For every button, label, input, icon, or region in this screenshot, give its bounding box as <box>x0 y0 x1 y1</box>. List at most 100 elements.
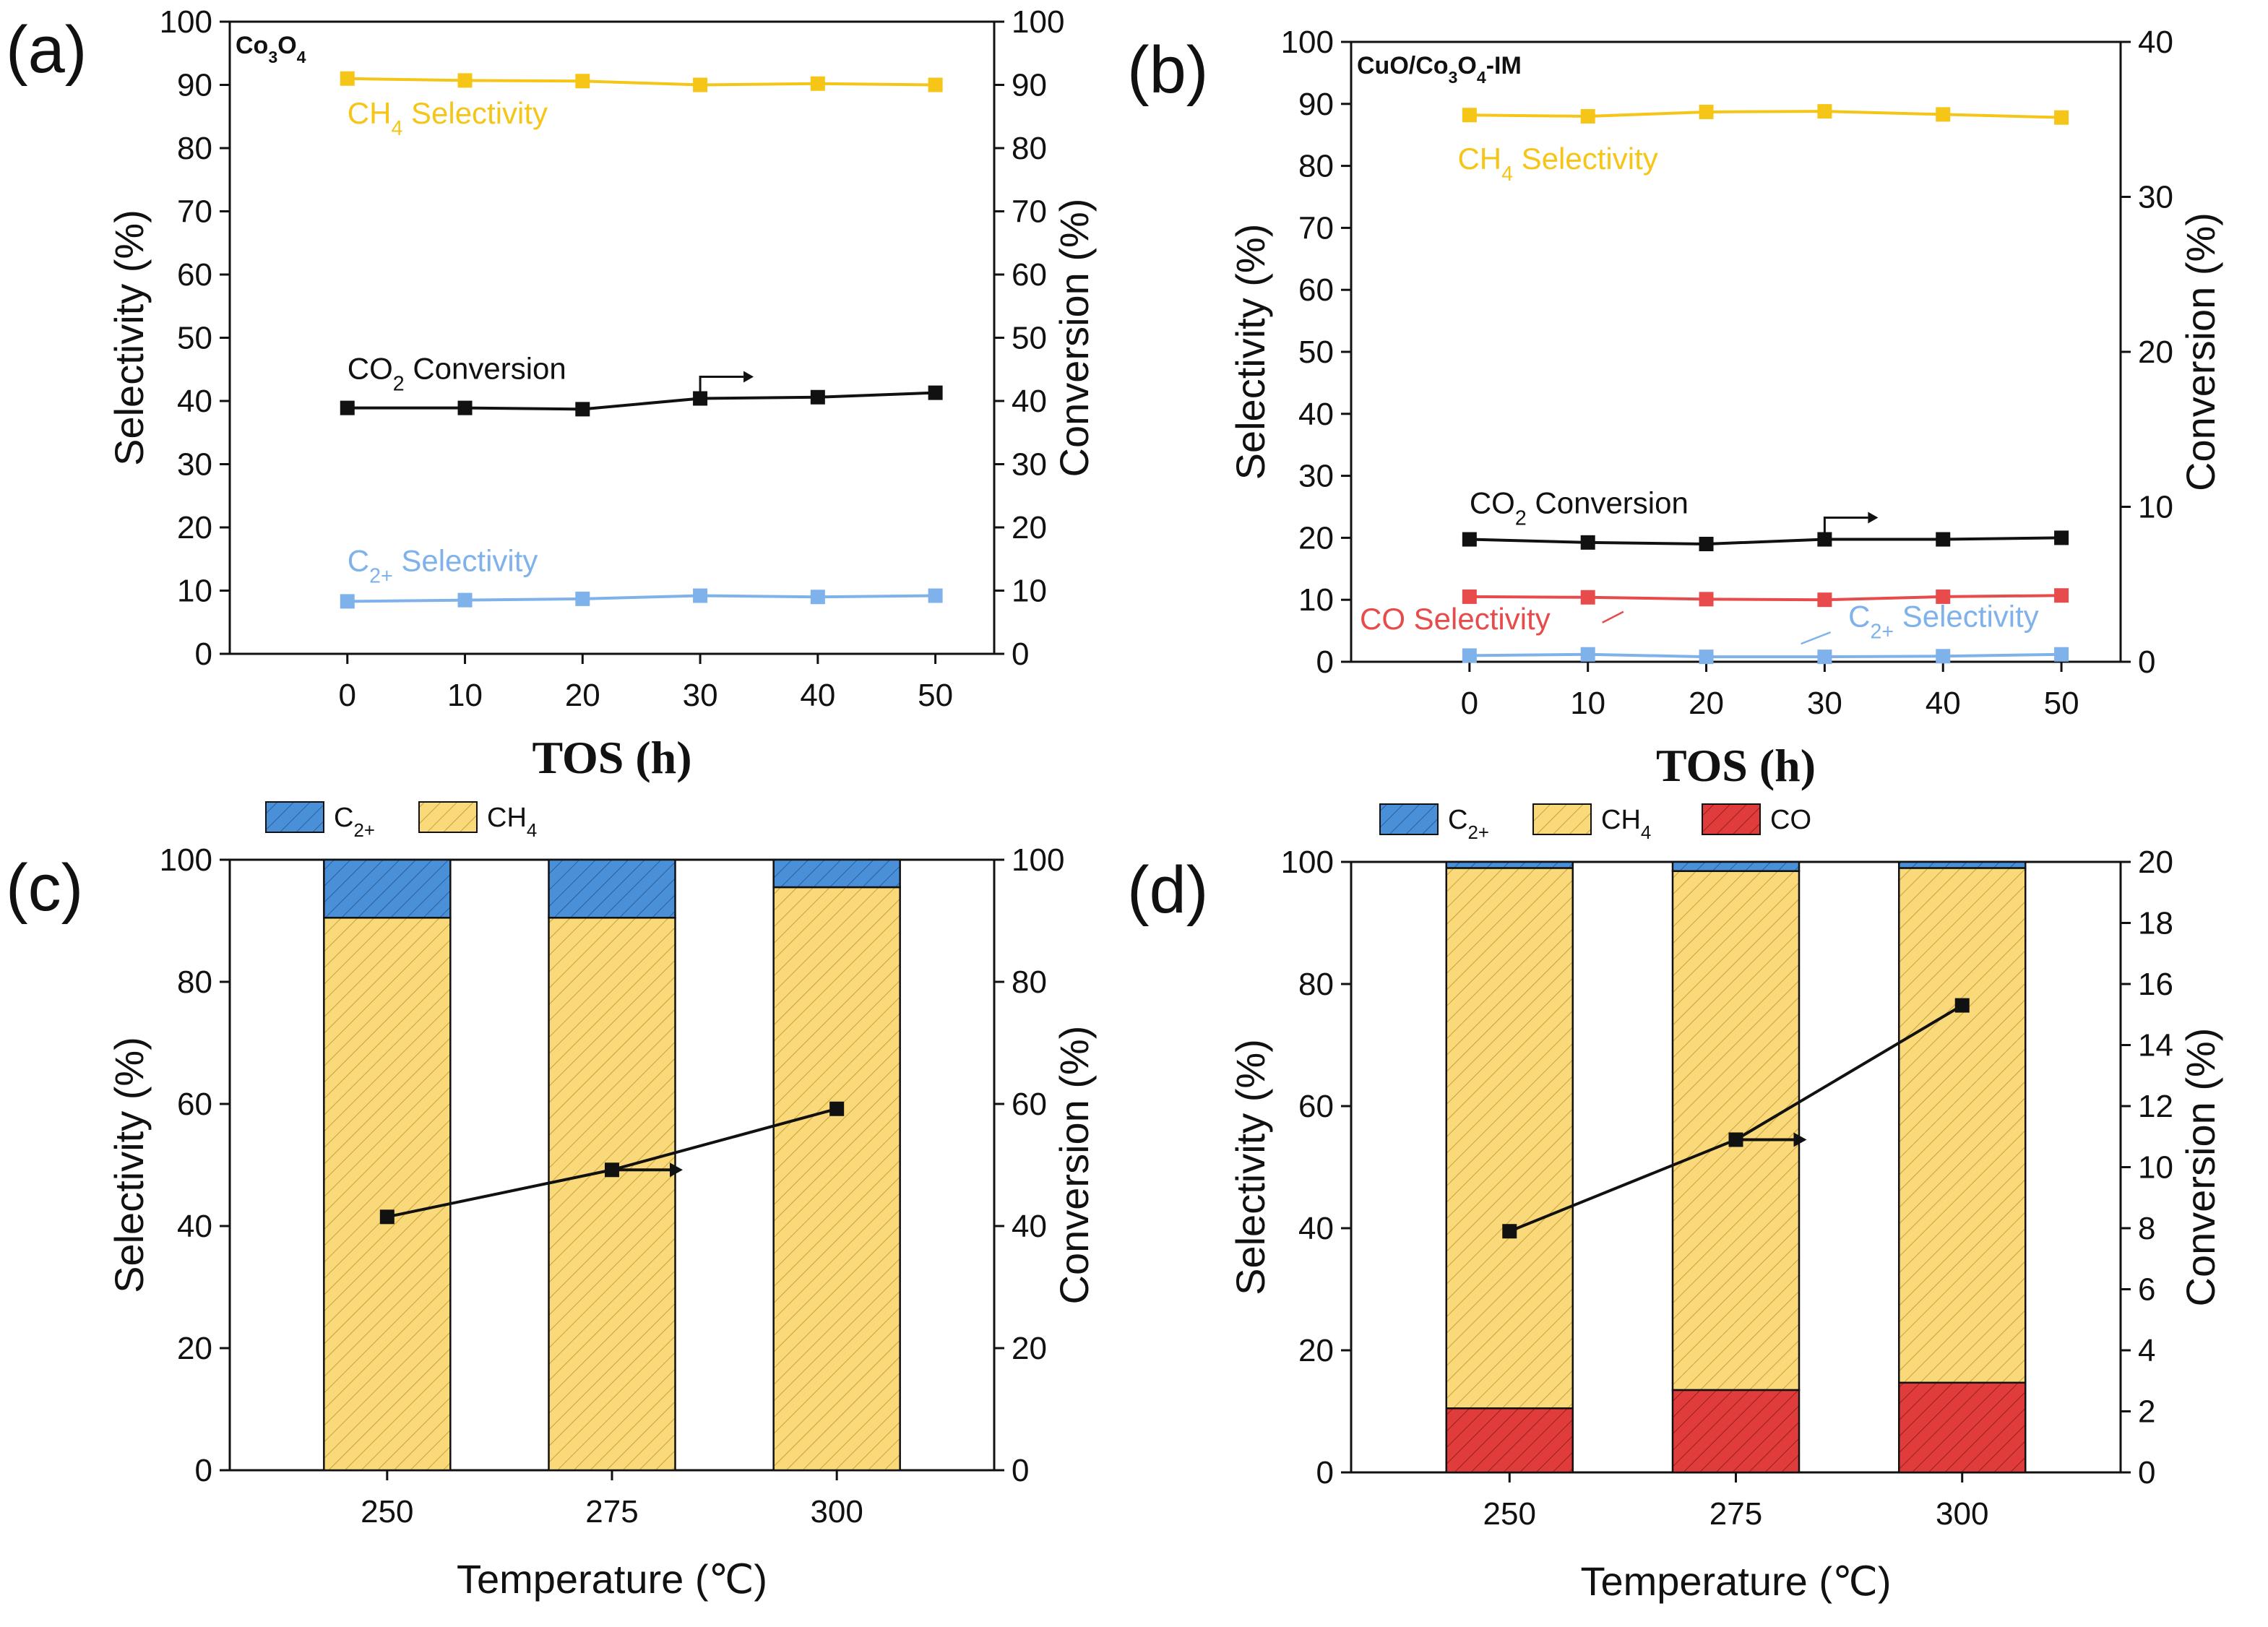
legend-swatch-co <box>1702 803 1761 835</box>
data-point-c2 <box>693 588 708 603</box>
bar-segment-ch4 <box>1445 867 1574 1410</box>
y2-tick-label: 10 <box>1012 574 1047 609</box>
y-tick-label: 20 <box>177 510 212 545</box>
x-axis-label: Temperature (℃) <box>1580 1558 1891 1604</box>
legend-swatch-ch4 <box>418 801 478 833</box>
y2-tick-label: 100 <box>1012 842 1064 878</box>
y2-tick-label: 20 <box>1012 510 1047 545</box>
x-tick-label: 50 <box>918 678 953 713</box>
x-axis-label: TOS (h) <box>532 732 691 783</box>
y-tick-label: 80 <box>1298 149 1334 184</box>
bar-segment-c2 <box>1445 860 1574 869</box>
panel-label: (b) <box>1127 33 1208 107</box>
x-tick-label: 300 <box>1936 1496 1988 1532</box>
y2-tick-label: 8 <box>2138 1211 2155 1246</box>
bar-segment-ch4 <box>772 886 901 1472</box>
data-point-conv <box>1817 532 1832 547</box>
legend-label-co: CO <box>1770 805 1811 835</box>
series-line-c2 <box>347 594 936 603</box>
conversion-point <box>1954 998 1970 1013</box>
legend: C2+ CH4 <box>265 801 537 841</box>
legend-swatch-c2 <box>1379 803 1439 835</box>
y2-tick-label: 40 <box>2138 25 2173 60</box>
series-line-c2 <box>1469 652 2062 659</box>
data-point-c2 <box>1699 649 1714 665</box>
y-tick-label: 60 <box>177 1087 212 1122</box>
x-tick-label: 20 <box>565 678 600 713</box>
y2-tick-label: 20 <box>1012 1331 1047 1366</box>
x-tick-label: 10 <box>447 678 483 713</box>
panel-b: 0102030405060708090100010203040Selectivi… <box>1127 25 2223 791</box>
y2-tick-label: 0 <box>1012 1453 1029 1488</box>
data-point-c2 <box>928 588 943 603</box>
bar-segment-ch4 <box>323 917 452 1472</box>
c2-leader <box>1801 631 1832 645</box>
x-tick-label: 300 <box>810 1494 863 1529</box>
data-point-conv <box>457 400 473 415</box>
x-tick-label: 250 <box>361 1494 413 1529</box>
y-tick-label: 50 <box>1298 335 1334 370</box>
y2-tick-label: 50 <box>1012 321 1047 356</box>
bar-segment-c2 <box>772 858 901 889</box>
data-point-ch4 <box>1936 107 1951 122</box>
y2-tick-label: 0 <box>1012 636 1029 672</box>
data-point-ch4 <box>575 74 590 89</box>
panel-d: 0 20 40 60 80 100 0 2 4 6 8 10 12 14 16 18 20 Selectivity… <box>1127 803 2223 1604</box>
y2-axis-label: Conversion (%) <box>2178 1028 2223 1307</box>
y-tick-label: 20 <box>1298 1333 1334 1368</box>
x-tick-label: 40 <box>800 678 835 713</box>
data-point-co <box>1936 589 1951 604</box>
annotation-conv: CO2 Conversion <box>348 352 566 396</box>
y2-tick-label: 20 <box>2138 845 2173 880</box>
y2-tick-label: 40 <box>1012 1209 1047 1244</box>
y-tick-label: 70 <box>177 194 212 230</box>
y2-tick-label: 100 <box>1012 4 1064 40</box>
data-point-ch4 <box>1462 108 1477 123</box>
data-point-ch4 <box>457 73 473 88</box>
data-point-c2 <box>1936 649 1951 664</box>
y2-tick-label: 80 <box>1012 964 1047 1000</box>
y-tick-label: 60 <box>177 257 212 293</box>
conversion-arrow-head <box>1793 1132 1807 1147</box>
y-tick-label: 20 <box>177 1331 212 1366</box>
y2-tick-label: 90 <box>1012 68 1047 103</box>
y2-tick-label: 0 <box>2138 644 2155 680</box>
y2-tick-label: 70 <box>1012 194 1047 230</box>
y-tick-label: 90 <box>177 68 212 103</box>
y2-tick-label: 12 <box>2138 1089 2173 1124</box>
x-tick-label: 275 <box>1709 1496 1762 1532</box>
y2-tick-label: 60 <box>1012 1087 1047 1122</box>
y2-tick-label: 18 <box>2138 906 2173 941</box>
y-tick-label: 40 <box>177 1209 212 1244</box>
data-point-c2 <box>1580 647 1595 662</box>
panel-label: (c) <box>6 851 83 925</box>
bar-segment-c2 <box>1897 860 2027 869</box>
data-point-c2 <box>1462 648 1477 663</box>
data-point-c2 <box>340 594 355 609</box>
bar-segment-ch4 <box>548 917 676 1472</box>
y-tick-label: 80 <box>177 964 212 1000</box>
y-tick-label: 100 <box>160 4 212 40</box>
panel-label: (d) <box>1127 853 1208 927</box>
y-tick-label: 0 <box>1316 644 1334 680</box>
bar-segment-ch4 <box>1671 870 1801 1391</box>
annotation-ch4: CH4 Selectivity <box>1457 142 1657 186</box>
data-point-conv <box>1462 532 1477 547</box>
y-tick-label: 40 <box>1298 397 1334 432</box>
y2-tick-label: 6 <box>2138 1272 2155 1308</box>
x-axis-label: Temperature (℃) <box>457 1556 767 1602</box>
plot-frame <box>228 20 996 655</box>
data-point-conv <box>928 385 943 400</box>
data-point-c2 <box>1817 649 1832 665</box>
y-tick-label: 100 <box>160 842 212 878</box>
y-tick-label: 20 <box>1298 520 1334 556</box>
y-tick-label: 10 <box>1298 582 1334 618</box>
x-tick-label: 0 <box>1461 686 1478 721</box>
annotation-co: CO Selectivity <box>1360 602 1551 636</box>
data-point-c2 <box>810 590 825 605</box>
x-tick-label: 30 <box>683 678 718 713</box>
y-tick-label: 40 <box>177 384 212 419</box>
annotation-c2: C2+ Selectivity <box>1848 599 2039 643</box>
data-point-c2 <box>457 592 473 608</box>
bar-segment-co <box>1897 1381 2027 1474</box>
